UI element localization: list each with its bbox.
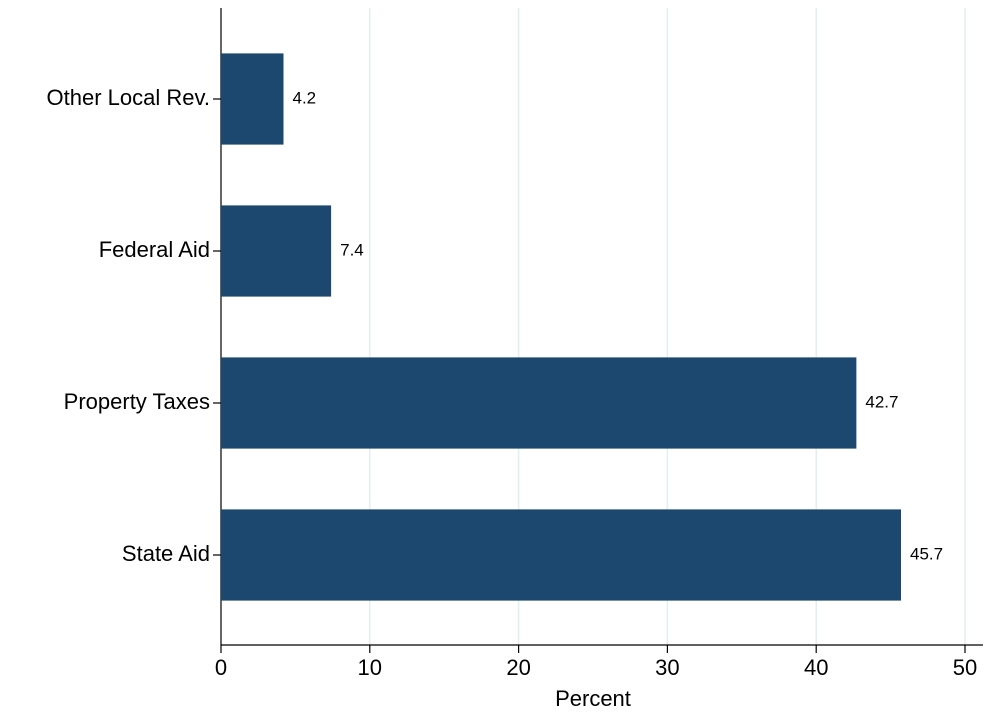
y-tick-label: Federal Aid [99, 237, 210, 262]
value-label: 42.7 [865, 392, 898, 411]
x-axis-label: Percent [555, 686, 631, 711]
value-label: 7.4 [340, 240, 364, 259]
value-label: 45.7 [910, 544, 943, 563]
y-tick-label: State Aid [122, 541, 210, 566]
y-tick-label: Property Taxes [64, 389, 210, 414]
bar [221, 53, 284, 145]
x-tick-label: 50 [953, 655, 977, 680]
bar [221, 205, 332, 297]
x-tick-label: 10 [358, 655, 382, 680]
bar [221, 509, 902, 601]
x-tick-label: 30 [655, 655, 679, 680]
bar [221, 357, 857, 449]
x-tick-label: 20 [506, 655, 530, 680]
x-tick-label: 0 [215, 655, 227, 680]
x-tick-label: 40 [804, 655, 828, 680]
value-label: 4.2 [292, 88, 316, 107]
y-tick-label: Other Local Rev. [47, 85, 210, 110]
